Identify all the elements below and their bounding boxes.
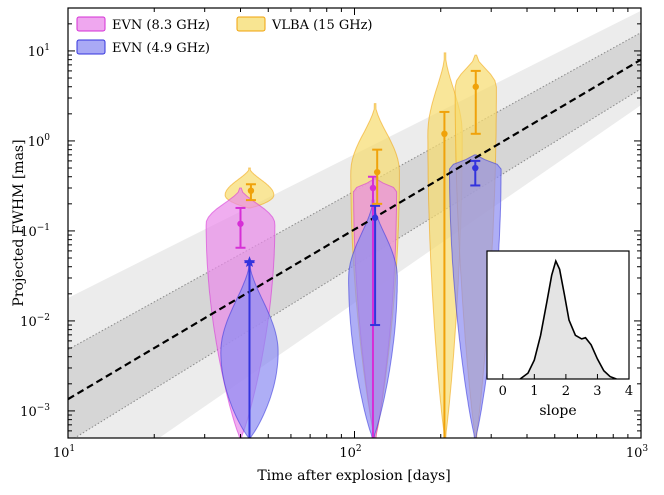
point-vlba-8: [470, 69, 481, 135]
marker-evn49-4: [371, 214, 379, 221]
marker-evn83-0: [237, 220, 244, 227]
inset-tick-label-2: 2: [562, 384, 570, 399]
legend-label-vlba: VLBA (15 GHz): [271, 18, 372, 33]
inset-tick-label-1: 1: [530, 384, 538, 399]
legend-swatch-evn83: [76, 16, 106, 32]
marker-star-evn49-1: [243, 256, 256, 267]
marker-vlba-2: [247, 187, 255, 194]
marker-evn49-7: [472, 164, 479, 172]
point-vlba-6: [439, 110, 450, 438]
data-points: [235, 69, 481, 438]
x-axis-label: Time after explosion [days]: [257, 468, 450, 484]
legend-swatch-vlba: [236, 16, 266, 32]
legend: EVN (8.3 GHz) EVN (4.9 GHz) VLBA (15 GHz…: [76, 16, 372, 56]
inset-tick-label-4: 4: [625, 384, 633, 399]
marker-vlba-8: [472, 83, 479, 90]
point-vlba-2: [245, 183, 256, 202]
legend-swatch-evn49: [76, 39, 106, 55]
legend-label-evn49: EVN (4.9 GHz): [112, 41, 210, 56]
inset-x-label: slope: [539, 403, 576, 419]
plot-area: [68, 10, 641, 438]
inset-tick-label-0: 0: [499, 384, 507, 399]
fit-band-upper-edge: [68, 32, 641, 351]
x-tick-label-0: 101: [53, 444, 75, 461]
y-tick-label-0: 10−3: [20, 403, 50, 420]
inset-density-curve: [519, 258, 617, 379]
point-evn49-4: [370, 204, 381, 327]
point-vlba-5: [372, 148, 383, 205]
point-evn49-1: [243, 256, 256, 438]
y-tick-label-3: 100: [28, 133, 51, 150]
marker-evn83-3: [369, 184, 377, 192]
marker-vlba-6: [441, 130, 448, 138]
inset-x-ticks: 0 1 2 3 4: [499, 374, 633, 399]
y-tick-label-1: 10−2: [20, 313, 50, 330]
marker-vlba-5: [373, 168, 381, 176]
inset-frame: [486, 250, 630, 380]
inset-slope-histogram: 0 1 2 3 4 slope: [486, 250, 633, 419]
inset-tick-label-3: 3: [593, 384, 601, 399]
y-axis-label: Projected FWHM [mas]: [11, 139, 27, 306]
y-tick-label-4: 101: [28, 43, 50, 60]
fit-line: [68, 58, 641, 401]
point-evn49-7: [470, 159, 481, 187]
x-tick-label-2: 103: [626, 444, 649, 461]
legend-label-evn83: EVN (8.3 GHz): [112, 18, 210, 33]
x-tick-label-1: 102: [339, 444, 361, 461]
point-evn83-0: [235, 206, 246, 249]
